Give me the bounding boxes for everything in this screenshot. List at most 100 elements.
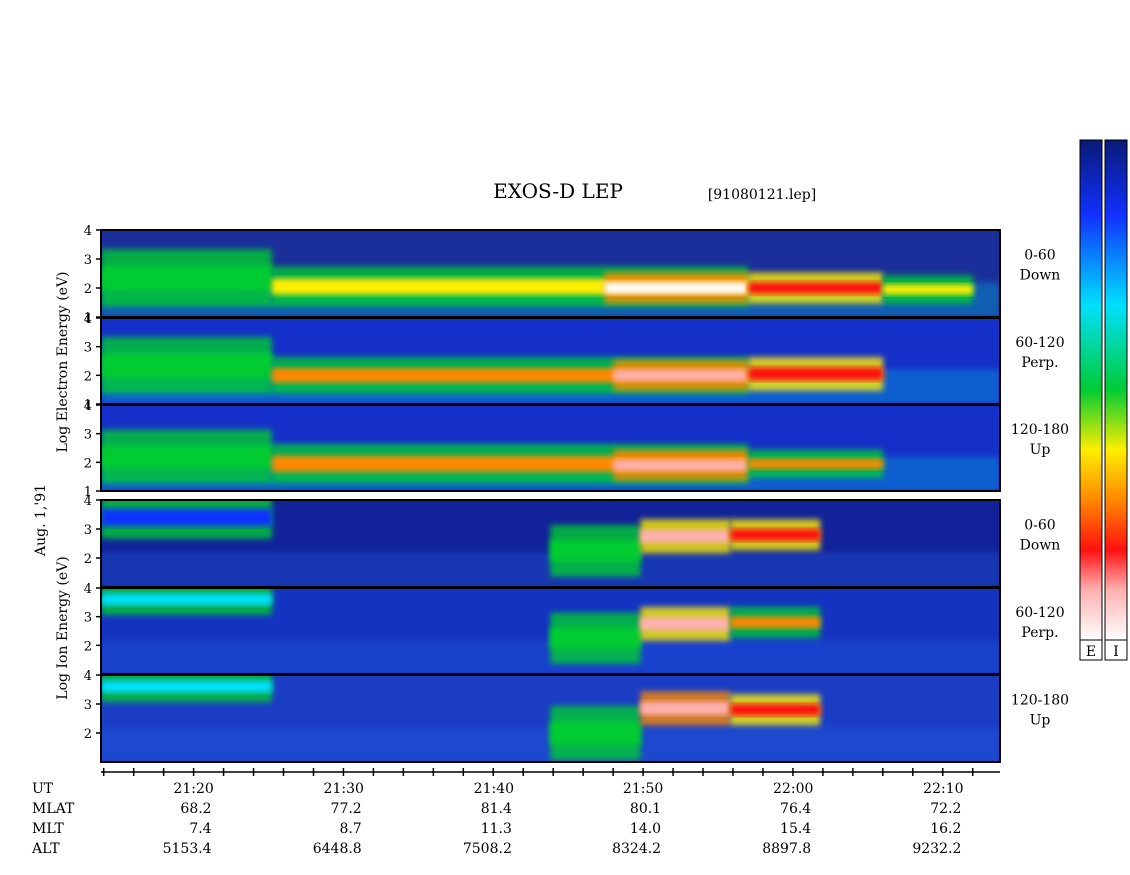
panel-frame [100, 674, 1001, 763]
flux-band [550, 627, 641, 649]
flux-band [748, 367, 884, 381]
time-value-mlt: 16.2 [930, 821, 961, 837]
time-value-mlat: 80.1 [630, 801, 661, 817]
file-label: [91080121.lep] [708, 187, 816, 203]
flux-band [730, 529, 821, 541]
flux-band [101, 265, 272, 291]
time-value-mlt: 7.4 [189, 821, 211, 837]
spectrogram-panels: 1 2 3 4 0-60 Down 1 2 3 4 60-120 Perp. 1 2 3 4 120-180 Up… [84, 224, 1069, 763]
direction-label: Up [1030, 713, 1051, 729]
ion-ylabel: Log Ion Energy (eV) [55, 556, 71, 699]
flux-band [640, 701, 731, 715]
electron-ylabel: Log Electron Energy (eV) [55, 271, 71, 452]
time-value-alt: 6448.8 [313, 841, 362, 857]
pitch-angle-label: 0-60 [1024, 518, 1055, 534]
direction-label: Up [1030, 442, 1051, 458]
y-tick-label: 1 [84, 398, 92, 413]
time-value-alt: 8897.8 [762, 841, 811, 857]
time-value-alt: 7508.2 [463, 841, 512, 857]
time-value-mlt: 15.4 [780, 821, 811, 837]
colorbar-electron-label: E [1086, 644, 1096, 660]
y-tick-label: 2 [84, 282, 92, 297]
time-value-alt: 8324.2 [612, 841, 661, 857]
flux-band [101, 353, 272, 378]
flux-band [101, 445, 272, 469]
y-tick-label: 4 [84, 494, 92, 509]
time-row-label-mlt: MLT [32, 821, 64, 837]
time-value-mlt: 8.7 [339, 821, 361, 837]
direction-label: Down [1020, 538, 1061, 554]
pitch-angle-label: 120-180 [1011, 693, 1069, 709]
panel-frame [100, 404, 1001, 492]
time-value-mlt: 11.3 [481, 821, 512, 837]
y-tick-label: 3 [84, 428, 92, 443]
flux-band [604, 282, 749, 294]
flux-band [730, 616, 821, 629]
time-row-label-alt: ALT [31, 841, 60, 857]
y-tick-label: 1 [84, 311, 92, 326]
figure-title: EXOS-D LEP [493, 179, 623, 203]
flux-band [883, 284, 974, 295]
flux-band [101, 680, 272, 693]
time-value-mlt: 14.0 [630, 821, 661, 837]
date-label: Aug. 1,'91 [33, 484, 49, 557]
time-value-mlat: 68.2 [180, 801, 211, 817]
pitch-angle-label: 60-120 [1015, 605, 1064, 621]
y-tick-label: 2 [84, 727, 92, 742]
y-tick-label: 3 [84, 341, 92, 356]
y-tick-label: 3 [84, 523, 92, 538]
time-axis: UT MLAT MLT ALT 21:20 68.2 7.4 5153.4 21:30 77.2 8… [31, 768, 1000, 857]
y-tick-label: 1 [84, 485, 92, 500]
time-value-ut: 21:30 [324, 781, 364, 797]
flux-band [613, 369, 749, 382]
flux-band [101, 593, 272, 606]
panel-electron-2: 1 2 3 4 60-120 Perp. [84, 312, 1065, 413]
flux-band [748, 458, 884, 469]
y-tick-label: 3 [84, 698, 92, 713]
y-tick-label: 4 [84, 224, 92, 239]
colorbar-electron: E [1079, 139, 1103, 661]
flux-band [613, 459, 749, 471]
time-row-label-ut: UT [32, 781, 54, 797]
y-tick-label: 3 [84, 611, 92, 626]
y-tick-label: 4 [84, 669, 92, 684]
flux-band [101, 508, 272, 527]
flux-band [640, 529, 731, 543]
flux-band [640, 617, 731, 631]
y-tick-label: 2 [84, 369, 92, 384]
y-tick-label: 4 [84, 399, 92, 414]
time-value-ut: 21:40 [474, 781, 514, 797]
y-tick-label: 2 [84, 456, 92, 471]
flux-band [550, 539, 641, 562]
direction-label: Perp. [1021, 625, 1058, 641]
time-value-ut: 22:10 [923, 781, 963, 797]
colorbar-ion-label: I [1113, 644, 1119, 660]
direction-label: Perp. [1021, 355, 1058, 371]
y-tick-label: 4 [84, 312, 92, 327]
time-value-mlat: 76.4 [780, 801, 811, 817]
flux-band [550, 721, 641, 745]
time-value-mlat: 72.2 [930, 801, 961, 817]
pitch-angle-label: 120-180 [1011, 422, 1069, 438]
time-value-mlat: 81.4 [481, 801, 512, 817]
panel-ion-1: 2 3 4 0-60 Down [84, 494, 1061, 588]
panel-electron-3: 1 2 3 4 120-180 Up [84, 399, 1069, 500]
panel-ion-3: 2 3 4 120-180 Up [84, 669, 1069, 763]
flux-band [748, 282, 884, 294]
direction-label: Down [1020, 268, 1061, 284]
time-value-alt: 5153.4 [163, 841, 212, 857]
colorbar-ion: I [1104, 139, 1128, 661]
pitch-angle-label: 60-120 [1015, 335, 1064, 351]
panel-electron-1: 1 2 3 4 0-60 Down [84, 224, 1061, 326]
y-tick-label: 2 [84, 639, 92, 654]
panel-ion-2: 2 3 4 60-120 Perp. [84, 582, 1065, 675]
y-tick-label: 4 [84, 582, 92, 597]
y-tick-label: 3 [84, 253, 92, 268]
flux-band [730, 704, 821, 716]
time-value-mlat: 77.2 [331, 801, 362, 817]
time-value-ut: 21:50 [623, 781, 663, 797]
time-row-label-mlat: MLAT [32, 801, 75, 817]
time-value-ut: 21:20 [173, 781, 213, 797]
time-value-alt: 9232.2 [912, 841, 961, 857]
